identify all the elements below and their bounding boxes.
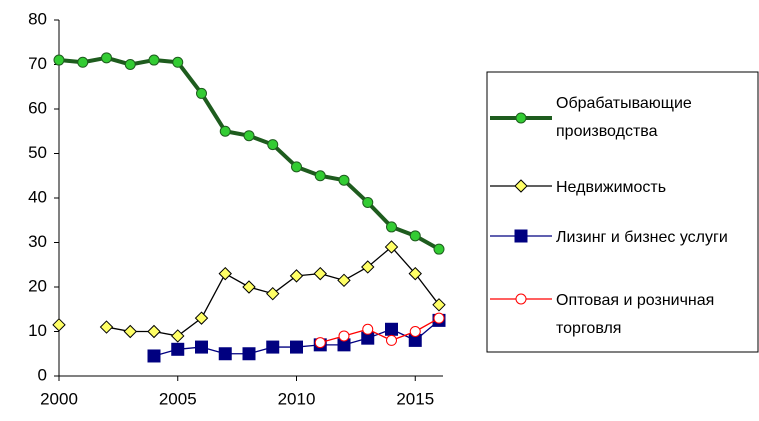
marker: [338, 330, 350, 342]
y-tick-label: 30: [28, 232, 47, 251]
marker: [386, 334, 397, 346]
marker: [147, 324, 161, 339]
marker: [433, 243, 445, 255]
marker: [266, 286, 280, 301]
series-line: [58, 55, 440, 251]
marker: [386, 221, 397, 233]
marker: [337, 273, 351, 288]
marker: [147, 349, 161, 363]
marker: [243, 130, 255, 142]
legend-label: Недвижимость: [556, 179, 667, 196]
legend-label: Обрабатывающие производства: [556, 95, 692, 140]
marker: [385, 322, 398, 336]
marker: [362, 323, 374, 335]
marker: [314, 170, 326, 182]
marker: [408, 266, 422, 281]
marker: [171, 329, 185, 343]
marker: [515, 112, 527, 124]
marker: [53, 54, 65, 66]
marker: [242, 280, 256, 294]
marker: [432, 298, 446, 312]
marker: [291, 161, 302, 173]
marker: [148, 54, 160, 66]
x-tick-label: 2015: [396, 389, 434, 408]
marker: [195, 340, 208, 354]
marker: [123, 324, 137, 339]
marker: [101, 52, 112, 64]
marker: [361, 260, 375, 274]
y-tick-label: 80: [28, 9, 47, 28]
marker: [514, 179, 528, 193]
marker: [433, 312, 445, 324]
marker: [409, 230, 421, 242]
marker: [514, 229, 528, 243]
marker: [196, 87, 207, 99]
marker: [313, 266, 327, 281]
y-tick-label: 70: [28, 54, 47, 73]
marker: [77, 56, 89, 68]
marker: [267, 139, 279, 151]
marker: [314, 337, 326, 349]
x-tick-label: 2000: [40, 389, 78, 408]
y-tick-label: 40: [28, 187, 47, 206]
marker: [124, 59, 136, 70]
marker: [242, 347, 256, 361]
marker: [171, 342, 185, 356]
marker: [218, 347, 232, 361]
marker: [515, 293, 527, 305]
marker: [266, 340, 280, 354]
marker: [219, 125, 231, 137]
marker: [338, 174, 350, 186]
x-tick-label: 2010: [278, 389, 316, 408]
legend-label: Оптовая и розничная торговля: [556, 292, 715, 337]
marker: [290, 340, 303, 354]
marker: [172, 56, 184, 68]
marker: [409, 326, 421, 337]
y-tick-label: 0: [38, 365, 47, 384]
marker: [218, 266, 232, 281]
y-tick-label: 60: [28, 98, 47, 117]
marker: [384, 240, 399, 254]
marker: [99, 320, 114, 334]
marker: [362, 196, 374, 208]
marker: [289, 269, 304, 283]
y-tick-label: 20: [28, 276, 47, 295]
marker: [52, 318, 66, 332]
marker: [194, 311, 209, 325]
y-tick-label: 50: [28, 143, 47, 162]
x-tick-label: 2005: [159, 389, 197, 408]
y-tick-label: 10: [28, 321, 47, 340]
legend-label: Лизинг и бизнес услуги: [556, 229, 728, 246]
